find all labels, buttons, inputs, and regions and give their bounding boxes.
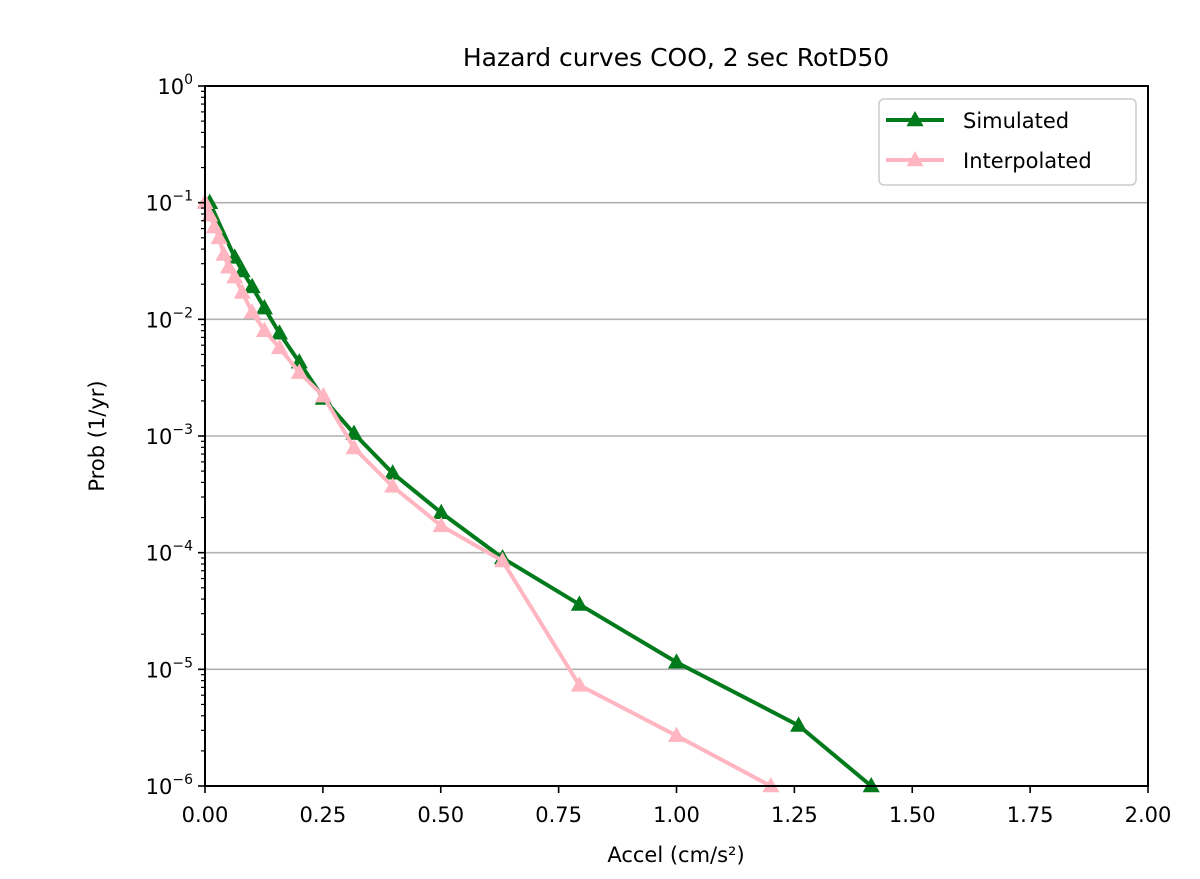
data-point-marker — [243, 303, 261, 319]
y-tick-label: 10−6 — [146, 772, 193, 799]
plot-area — [196, 193, 880, 793]
grid — [205, 201, 1148, 671]
chart-title: Hazard curves COO, 2 sec RotD50 — [463, 43, 889, 72]
data-point-marker — [290, 363, 308, 379]
y-tick-label: 10−5 — [146, 655, 193, 682]
y-tick-label: 100 — [157, 72, 193, 99]
y-tick-label: 10−1 — [146, 189, 193, 216]
legend-marker — [906, 151, 924, 167]
x-tick-label: 1.75 — [1007, 803, 1054, 827]
legend-marker — [906, 111, 924, 127]
data-point-marker — [243, 277, 261, 294]
legend-label: Interpolated — [963, 149, 1092, 173]
data-point-marker — [667, 653, 686, 669]
y-axis-label: Prob (1/yr) — [85, 380, 109, 491]
data-point-marker — [790, 716, 808, 732]
data-point-marker — [384, 477, 402, 493]
data-point-marker — [314, 387, 332, 403]
data-point-marker — [210, 228, 228, 245]
data-point-marker — [570, 676, 588, 692]
x-tick-label: 0.00 — [182, 803, 229, 827]
x-tick-label: 0.25 — [299, 803, 346, 827]
x-axis: 0.00 0.25 0.50 0.75 1.00 1.25 1.50 1.75 2.00 — [182, 786, 1172, 827]
x-tick-label: 0.75 — [535, 803, 582, 827]
x-axis-label: Accel (cm/s²) — [607, 843, 744, 867]
series-line — [207, 201, 873, 788]
data-point-marker — [226, 268, 244, 284]
data-point-marker — [233, 283, 251, 299]
data-point-marker — [862, 777, 880, 793]
legend: Simulated Interpolated — [878, 98, 1137, 186]
data-point-marker — [255, 299, 273, 315]
legend-label: Simulated — [963, 109, 1069, 133]
series-line — [203, 201, 772, 788]
y-tick-label: 10−2 — [146, 305, 193, 332]
x-tick-label: 0.50 — [417, 803, 464, 827]
data-point-marker — [205, 217, 223, 234]
data-point-marker — [432, 516, 450, 533]
data-point-marker — [255, 321, 273, 337]
data-point-marker — [384, 464, 402, 480]
data-point-marker — [493, 551, 512, 568]
y-axis: 100 10−1 10−2 10−3 10−4 10−5 10−6 — [146, 72, 205, 799]
y-tick-label: 10−3 — [146, 422, 193, 449]
data-point-marker — [570, 595, 588, 611]
x-tick-label: 1.25 — [771, 803, 818, 827]
data-point-marker — [762, 777, 780, 793]
data-point-marker — [233, 261, 251, 278]
x-tick-label: 1.00 — [653, 803, 700, 827]
y-tick-label: 10−4 — [146, 539, 193, 566]
data-point-marker — [215, 245, 233, 261]
data-point-marker — [345, 438, 363, 455]
series-interpolated — [196, 193, 780, 793]
data-point-marker — [220, 258, 238, 274]
data-point-marker — [270, 338, 289, 355]
data-point-marker — [345, 424, 363, 440]
x-tick-label: 1.50 — [889, 803, 936, 827]
x-tick-label: 2.00 — [1125, 803, 1172, 827]
data-point-marker — [432, 503, 450, 520]
series-simulated — [201, 193, 880, 793]
data-point-marker — [667, 726, 686, 742]
data-point-marker — [270, 324, 289, 340]
